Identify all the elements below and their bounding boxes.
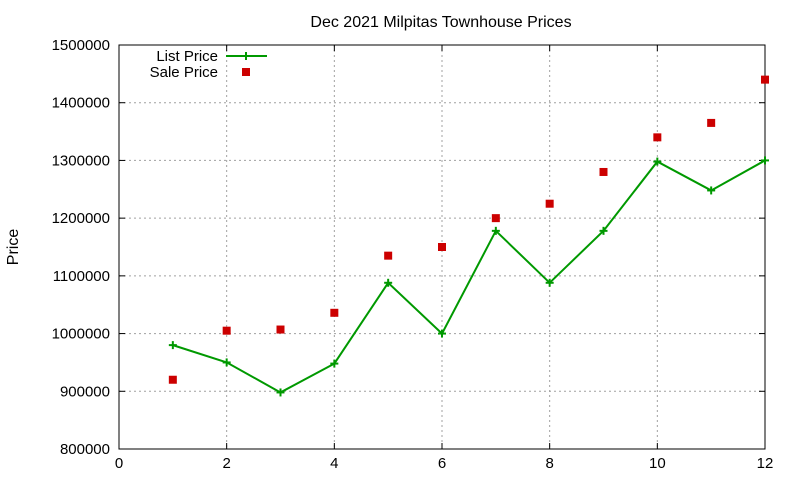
sale-price-point [330,308,339,317]
sale-price-point [222,326,231,335]
list-price-line [172,159,766,394]
sale-price-series [168,75,769,384]
y-tick-label: 1400000 [52,95,110,112]
legend-square-marker [242,68,250,76]
list-price-point [653,157,662,166]
x-tick-label: 4 [330,455,338,472]
sale-price-point [653,133,662,142]
list-price-point [276,388,285,397]
y-tick-label: 1000000 [52,326,110,343]
list-price-point [491,226,500,235]
y-tick-label: 1300000 [52,152,110,169]
axis-ticks [118,44,766,450]
y-tick-label: 1200000 [52,210,110,227]
x-tick-label: 8 [545,455,553,472]
series-layer [168,75,769,397]
list-price-point [168,341,177,350]
sale-price-point [761,75,769,84]
legend-item-sale-price: Sale Price [150,64,250,81]
legend-item-list-price: List Price [156,48,267,65]
x-tick-label: 2 [222,455,230,472]
legend-label: List Price [156,48,218,65]
list-price-point [222,358,231,367]
x-tick-label: 12 [757,455,774,472]
chart-title: Dec 2021 Milpitas Townhouse Prices [310,14,571,31]
list-price-series [168,156,769,397]
x-tick-label: 6 [438,455,446,472]
x-tick-labels: 0 2 4 6 8 10 12 [115,455,774,472]
sale-price-point [384,251,393,260]
list-price-point [438,329,446,338]
legend-label: Sale Price [150,64,218,81]
sale-price-point [707,118,716,127]
legend-plus-marker [242,52,250,60]
sale-price-point [491,214,500,223]
sale-price-point [599,167,608,176]
y-axis-label: Price [5,229,22,266]
x-tick-label: 10 [649,455,666,472]
sale-price-point [545,199,554,208]
y-tick-label: 1100000 [53,268,110,285]
y-tick-label: 800000 [60,441,110,458]
y-tick-label: 1500000 [52,37,110,54]
sale-price-point [168,375,177,384]
x-tick-label: 0 [115,455,123,472]
list-price-point [707,186,716,195]
list-price-point [384,278,393,287]
list-price-point [545,278,554,287]
list-price-point [330,359,339,368]
sale-price-point [438,243,446,251]
list-price-point [761,156,769,165]
y-tick-labels: 800000 900000 1000000 1100000 1200000 1300000… [52,37,110,458]
sale-price-point [276,325,285,334]
y-tick-label: 900000 [60,383,110,400]
list-price-point [599,226,608,235]
